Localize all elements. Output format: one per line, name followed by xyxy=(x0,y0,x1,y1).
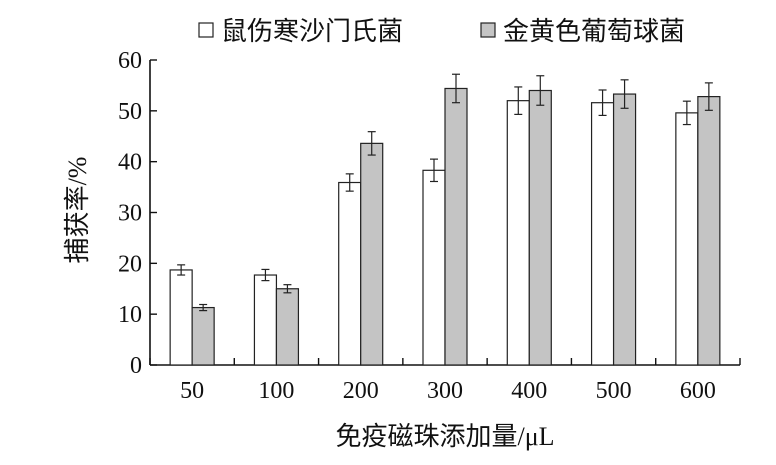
y-tick-label: 50 xyxy=(118,99,142,125)
bar-series-2 xyxy=(444,87,468,366)
x-axis-ticks: 50 100 200 300 400 500 600 xyxy=(149,358,741,404)
y-axis-ticks: 0 10 20 30 40 50 60 xyxy=(118,48,157,379)
bars xyxy=(169,73,721,366)
x-tick-label: 600 xyxy=(680,378,716,404)
legend-swatch-series-1 xyxy=(198,22,214,38)
y-tick-label: 10 xyxy=(118,302,142,328)
y-tick-label: 60 xyxy=(118,48,142,74)
x-tick-label: 200 xyxy=(343,378,379,404)
x-tick-label: 400 xyxy=(511,378,547,404)
legend: 鼠伤寒沙门氏菌 金黄色葡萄球菌 xyxy=(198,17,685,46)
y-axis-title: 捕获率/% xyxy=(63,157,92,264)
bar-series-2 xyxy=(360,142,384,366)
bar-series-2 xyxy=(191,306,215,366)
y-tick-label: 0 xyxy=(130,353,142,379)
legend-label-series-2: 金黄色葡萄球菌 xyxy=(503,17,685,46)
bar-series-1 xyxy=(422,169,446,366)
bar-series-2 xyxy=(612,93,637,366)
bar-series-1 xyxy=(506,100,530,366)
x-tick-label: 100 xyxy=(258,378,294,404)
bar-series-1 xyxy=(675,112,699,366)
bar-series-2 xyxy=(275,288,300,366)
y-tick-label: 40 xyxy=(118,150,142,176)
bar-series-2 xyxy=(697,95,721,366)
x-tick-label: 500 xyxy=(596,378,632,404)
x-tick-label: 300 xyxy=(427,378,463,404)
y-tick-label: 20 xyxy=(118,251,142,277)
bar-series-2 xyxy=(528,89,552,366)
legend-label-series-1: 鼠伤寒沙门氏菌 xyxy=(221,17,403,46)
bar-series-1 xyxy=(169,269,193,366)
x-axis-title: 免疫磁珠添加量/μL xyxy=(335,422,554,451)
y-tick-label: 30 xyxy=(118,201,142,227)
bar-series-1 xyxy=(338,181,362,366)
bar-series-1 xyxy=(253,274,278,366)
legend-swatch-series-2 xyxy=(480,22,496,38)
x-tick-label: 50 xyxy=(180,378,204,404)
bar-series-1 xyxy=(590,102,615,366)
